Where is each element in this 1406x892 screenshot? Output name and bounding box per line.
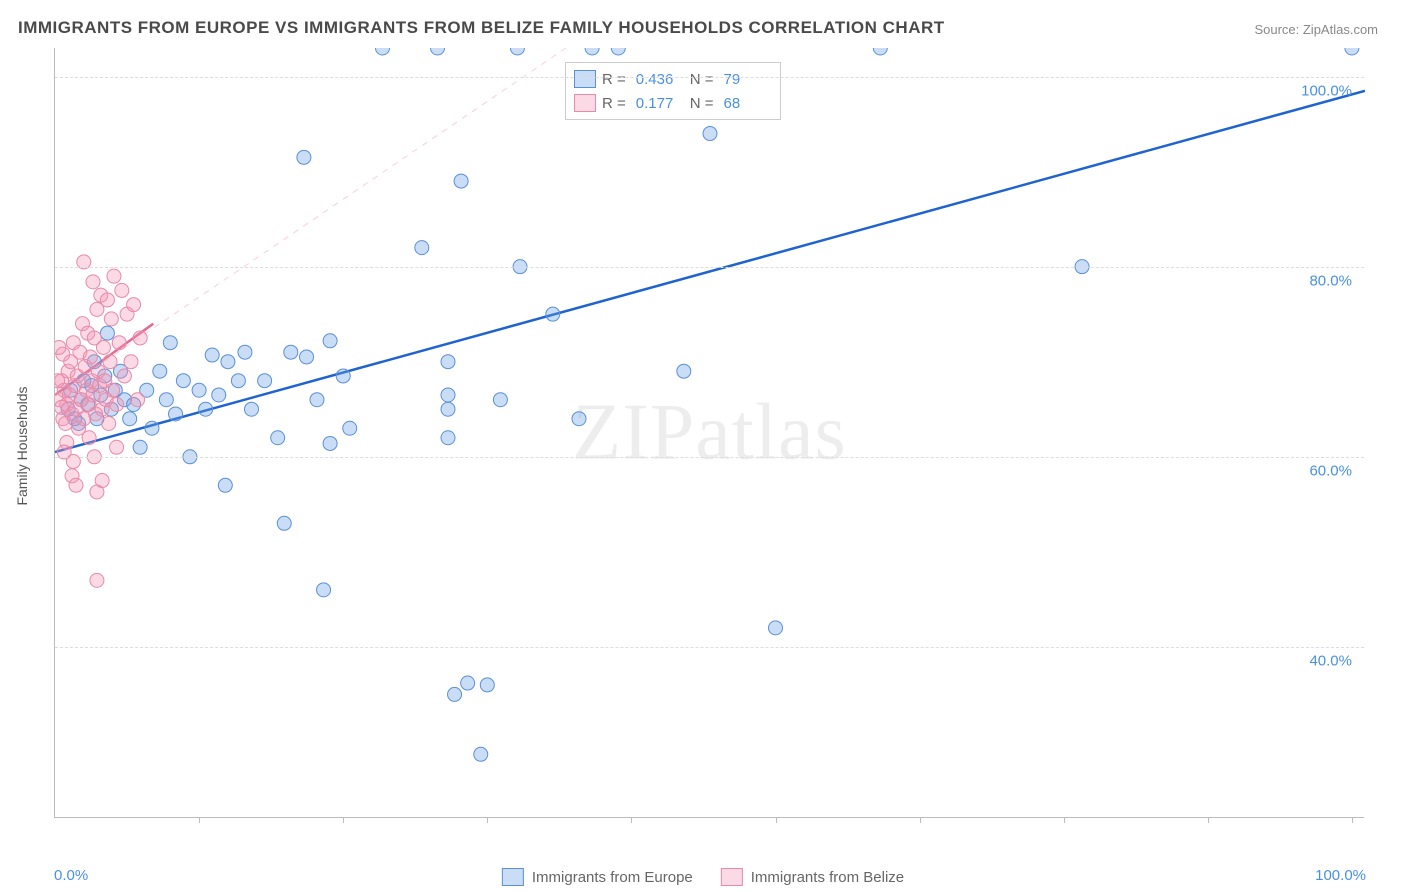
n-value: 79: [724, 71, 772, 88]
y-tick-label: 60.0%: [1309, 462, 1352, 479]
r-label: R =: [602, 71, 626, 88]
n-label: N =: [690, 95, 714, 112]
x-min-label: 0.0%: [54, 867, 88, 884]
stats-legend: R = 0.436 N = 79 R = 0.177 N = 68: [565, 62, 781, 120]
legend-label: Immigrants from Belize: [751, 869, 904, 886]
swatch-icon: [574, 70, 596, 88]
legend-label: Immigrants from Europe: [532, 869, 693, 886]
chart-title: IMMIGRANTS FROM EUROPE VS IMMIGRANTS FRO…: [18, 18, 945, 38]
bottom-legend: Immigrants from Europe Immigrants from B…: [502, 868, 904, 886]
stats-legend-row-blue: R = 0.436 N = 79: [574, 67, 772, 91]
chart-plot-area: ZIPatlas R = 0.436 N = 79 R = 0.177 N = …: [54, 48, 1364, 818]
legend-item-europe: Immigrants from Europe: [502, 868, 693, 886]
y-tick-label: 40.0%: [1309, 652, 1352, 669]
stats-legend-row-pink: R = 0.177 N = 68: [574, 91, 772, 115]
source-label: Source: ZipAtlas.com: [1254, 22, 1378, 37]
n-value: 68: [724, 95, 772, 112]
swatch-icon: [502, 868, 524, 886]
n-label: N =: [690, 71, 714, 88]
r-value: 0.177: [636, 95, 684, 112]
y-tick-label: 100.0%: [1301, 82, 1352, 99]
y-tick-label: 80.0%: [1309, 272, 1352, 289]
y-axis-title: Family Households: [14, 386, 30, 505]
x-max-label: 100.0%: [1315, 867, 1366, 884]
swatch-icon: [721, 868, 743, 886]
swatch-icon: [574, 94, 596, 112]
scatter-svg: [55, 48, 1365, 818]
legend-item-belize: Immigrants from Belize: [721, 868, 904, 886]
r-value: 0.436: [636, 71, 684, 88]
r-label: R =: [602, 95, 626, 112]
